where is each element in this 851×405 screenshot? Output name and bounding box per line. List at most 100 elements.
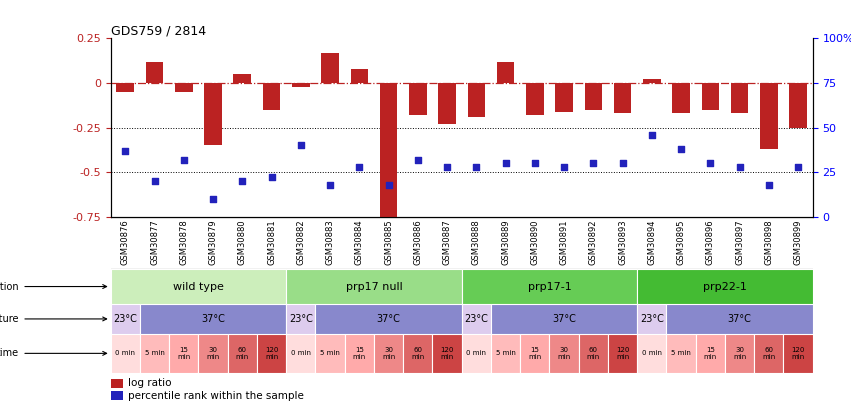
Text: GSM30882: GSM30882 — [296, 219, 306, 265]
Text: prp17 null: prp17 null — [346, 281, 403, 292]
Text: 30
min: 30 min — [382, 347, 395, 360]
Text: GSM30895: GSM30895 — [677, 219, 686, 265]
Text: 15
min: 15 min — [352, 347, 366, 360]
Text: 37°C: 37°C — [552, 314, 576, 324]
Point — [733, 164, 746, 170]
Bar — [169, 334, 198, 373]
Text: 30
min: 30 min — [733, 347, 746, 360]
Text: GSM30892: GSM30892 — [589, 219, 597, 265]
Point — [528, 160, 541, 166]
Text: percentile rank within the sample: percentile rank within the sample — [129, 390, 304, 401]
Bar — [491, 304, 637, 334]
Text: GSM30876: GSM30876 — [121, 219, 129, 265]
Text: 120
min: 120 min — [791, 347, 805, 360]
Text: 23°C: 23°C — [113, 314, 137, 324]
Point — [674, 146, 688, 152]
Bar — [666, 334, 695, 373]
Point — [557, 164, 571, 170]
Text: GSM30880: GSM30880 — [237, 219, 247, 265]
Bar — [643, 79, 660, 83]
Bar — [351, 69, 368, 83]
Text: GDS759 / 2814: GDS759 / 2814 — [111, 24, 206, 37]
Bar — [175, 83, 192, 92]
Text: GSM30877: GSM30877 — [150, 219, 159, 265]
Text: 120
min: 120 min — [440, 347, 454, 360]
Text: time: time — [0, 348, 106, 358]
Bar — [461, 269, 637, 304]
Point — [177, 156, 191, 163]
Bar — [286, 269, 461, 304]
Bar — [725, 334, 754, 373]
Text: 5 min: 5 min — [320, 350, 340, 356]
Text: 60
min: 60 min — [762, 347, 775, 360]
Bar — [497, 62, 514, 83]
Point — [791, 164, 805, 170]
Text: GSM30890: GSM30890 — [530, 219, 540, 265]
Bar — [637, 334, 666, 373]
Point — [499, 160, 512, 166]
Bar — [292, 83, 310, 87]
Bar — [491, 334, 520, 373]
Bar — [784, 334, 813, 373]
Bar — [672, 83, 690, 113]
Text: GSM30889: GSM30889 — [501, 219, 510, 265]
Bar — [380, 83, 397, 217]
Text: log ratio: log ratio — [129, 378, 172, 388]
Text: GSM30897: GSM30897 — [735, 219, 744, 265]
Text: 120
min: 120 min — [265, 347, 278, 360]
Point — [206, 196, 220, 202]
Bar — [257, 334, 286, 373]
Bar — [403, 334, 432, 373]
Bar — [111, 304, 140, 334]
Bar — [322, 53, 339, 83]
Text: GSM30886: GSM30886 — [414, 219, 422, 265]
Bar — [286, 334, 316, 373]
Bar — [140, 334, 169, 373]
Text: 30
min: 30 min — [207, 347, 220, 360]
Text: 5 min: 5 min — [671, 350, 691, 356]
Bar — [579, 334, 608, 373]
Text: GSM30888: GSM30888 — [471, 219, 481, 265]
Text: GSM30884: GSM30884 — [355, 219, 363, 265]
Text: 37°C: 37°C — [377, 314, 401, 324]
Text: 60
min: 60 min — [236, 347, 248, 360]
Bar — [233, 74, 251, 83]
Text: GSM30899: GSM30899 — [794, 219, 802, 265]
Bar — [316, 334, 345, 373]
Bar — [555, 83, 573, 111]
Text: GSM30894: GSM30894 — [648, 219, 656, 265]
Text: genotype/variation: genotype/variation — [0, 281, 106, 292]
Bar — [409, 83, 426, 115]
Bar — [637, 269, 813, 304]
Bar — [467, 83, 485, 117]
Bar — [111, 391, 123, 400]
Bar — [585, 83, 602, 110]
Bar — [140, 304, 286, 334]
Bar — [637, 304, 666, 334]
Text: 37°C: 37°C — [201, 314, 225, 324]
Bar — [608, 334, 637, 373]
Text: temperature: temperature — [0, 314, 106, 324]
Bar — [345, 334, 374, 373]
Bar — [666, 304, 813, 334]
Text: 15
min: 15 min — [528, 347, 541, 360]
Point — [704, 160, 717, 166]
Text: 120
min: 120 min — [616, 347, 629, 360]
Text: GSM30891: GSM30891 — [560, 219, 568, 265]
Text: GSM30898: GSM30898 — [764, 219, 774, 265]
Text: prp22-1: prp22-1 — [703, 281, 747, 292]
Text: 30
min: 30 min — [557, 347, 571, 360]
Text: 0 min: 0 min — [466, 350, 486, 356]
Bar — [614, 83, 631, 113]
Bar — [117, 83, 134, 92]
Bar — [111, 334, 140, 373]
Text: GSM30885: GSM30885 — [384, 219, 393, 265]
Bar — [731, 83, 748, 113]
Text: prp17-1: prp17-1 — [528, 281, 571, 292]
Bar — [204, 83, 222, 145]
Bar — [789, 83, 807, 128]
Point — [265, 174, 278, 181]
Text: GSM30893: GSM30893 — [618, 219, 627, 265]
Point — [148, 178, 162, 184]
Text: GSM30887: GSM30887 — [443, 219, 452, 265]
